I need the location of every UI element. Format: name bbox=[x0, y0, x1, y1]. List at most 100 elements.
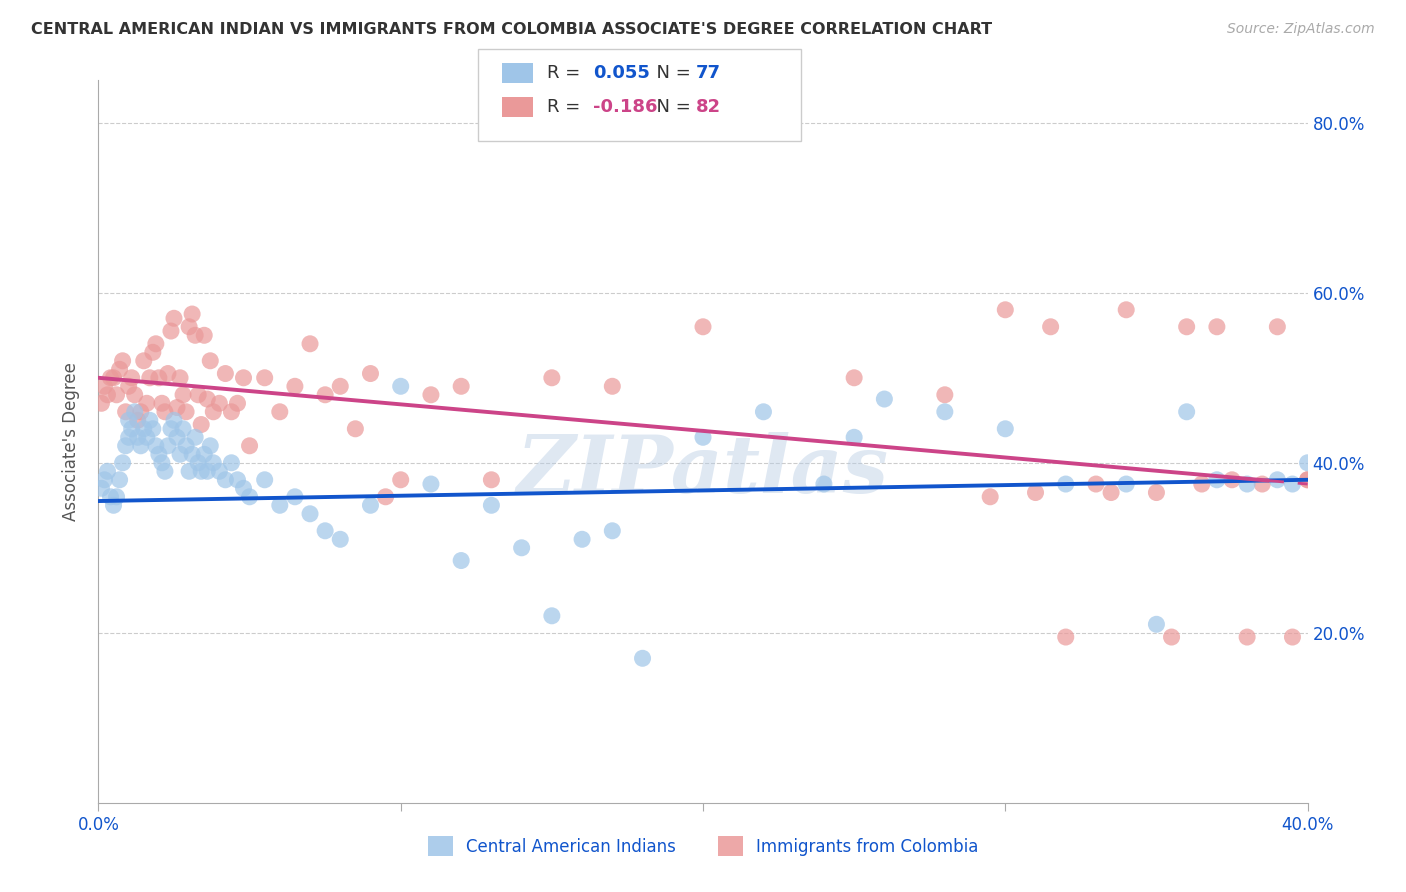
Point bbox=[169, 371, 191, 385]
Point bbox=[105, 490, 128, 504]
Point bbox=[844, 371, 866, 385]
Point bbox=[481, 473, 503, 487]
Point bbox=[1160, 630, 1182, 644]
Point bbox=[269, 405, 291, 419]
Point bbox=[314, 524, 336, 538]
Point bbox=[299, 336, 322, 351]
Point bbox=[129, 405, 152, 419]
Point bbox=[174, 439, 197, 453]
Point bbox=[145, 336, 167, 351]
Point bbox=[510, 541, 533, 555]
Point bbox=[135, 396, 157, 410]
Point bbox=[121, 422, 143, 436]
Point bbox=[195, 464, 218, 478]
Point bbox=[160, 422, 183, 436]
Point bbox=[166, 401, 188, 415]
Point bbox=[1296, 473, 1319, 487]
Point bbox=[450, 379, 472, 393]
Point bbox=[1251, 477, 1274, 491]
Point bbox=[253, 371, 276, 385]
Point bbox=[1175, 319, 1198, 334]
Point bbox=[360, 367, 382, 381]
Point bbox=[232, 481, 254, 495]
Point bbox=[195, 392, 218, 406]
Point bbox=[124, 388, 146, 402]
Point bbox=[602, 524, 624, 538]
Point bbox=[1144, 485, 1167, 500]
Point bbox=[269, 498, 291, 512]
Point bbox=[979, 490, 1001, 504]
Text: -0.186: -0.186 bbox=[593, 98, 658, 116]
Point bbox=[344, 422, 367, 436]
Point bbox=[118, 413, 141, 427]
Point bbox=[111, 353, 134, 368]
Point bbox=[1281, 630, 1303, 644]
Point bbox=[121, 371, 143, 385]
Point bbox=[187, 388, 209, 402]
Point bbox=[221, 456, 243, 470]
Point bbox=[1236, 477, 1258, 491]
Point bbox=[692, 430, 714, 444]
Point bbox=[100, 371, 122, 385]
Point bbox=[174, 405, 197, 419]
Point bbox=[934, 405, 956, 419]
Point bbox=[239, 439, 262, 453]
Point bbox=[96, 388, 118, 402]
Point bbox=[253, 473, 276, 487]
Point bbox=[208, 396, 231, 410]
Point bbox=[150, 456, 173, 470]
Point bbox=[1085, 477, 1108, 491]
Point bbox=[1191, 477, 1213, 491]
Point bbox=[994, 422, 1017, 436]
Point bbox=[90, 396, 112, 410]
Point bbox=[389, 379, 412, 393]
Point bbox=[221, 405, 243, 419]
Point bbox=[1281, 477, 1303, 491]
Point bbox=[142, 345, 165, 359]
Point bbox=[96, 464, 118, 478]
Point bbox=[284, 490, 307, 504]
Point bbox=[190, 417, 212, 432]
Point bbox=[156, 367, 179, 381]
Point bbox=[193, 447, 215, 461]
Point bbox=[214, 367, 236, 381]
Point bbox=[1236, 630, 1258, 644]
Point bbox=[132, 422, 155, 436]
Point bbox=[450, 553, 472, 567]
Point bbox=[1206, 319, 1229, 334]
Point bbox=[1144, 617, 1167, 632]
Point bbox=[374, 490, 396, 504]
Point bbox=[571, 533, 593, 547]
Point bbox=[631, 651, 654, 665]
Point bbox=[129, 439, 152, 453]
Point bbox=[844, 430, 866, 444]
Point bbox=[184, 328, 207, 343]
Point bbox=[108, 473, 131, 487]
Point bbox=[873, 392, 896, 406]
Point bbox=[179, 464, 201, 478]
Point bbox=[127, 413, 149, 427]
Point bbox=[1267, 473, 1289, 487]
Point bbox=[602, 379, 624, 393]
Point bbox=[142, 422, 165, 436]
Point bbox=[103, 371, 125, 385]
Point bbox=[139, 371, 162, 385]
Point bbox=[994, 302, 1017, 317]
Point bbox=[314, 388, 336, 402]
Point bbox=[1054, 630, 1077, 644]
Point bbox=[163, 311, 186, 326]
Point bbox=[692, 319, 714, 334]
Point bbox=[108, 362, 131, 376]
Point bbox=[1296, 456, 1319, 470]
Text: 77: 77 bbox=[696, 64, 721, 82]
Point bbox=[114, 405, 136, 419]
Point bbox=[1296, 473, 1319, 487]
Point bbox=[1099, 485, 1122, 500]
Point bbox=[148, 371, 170, 385]
Point bbox=[200, 353, 222, 368]
Point bbox=[127, 430, 149, 444]
Point bbox=[214, 473, 236, 487]
Text: 0.055: 0.055 bbox=[593, 64, 650, 82]
Point bbox=[118, 430, 141, 444]
Point bbox=[481, 498, 503, 512]
